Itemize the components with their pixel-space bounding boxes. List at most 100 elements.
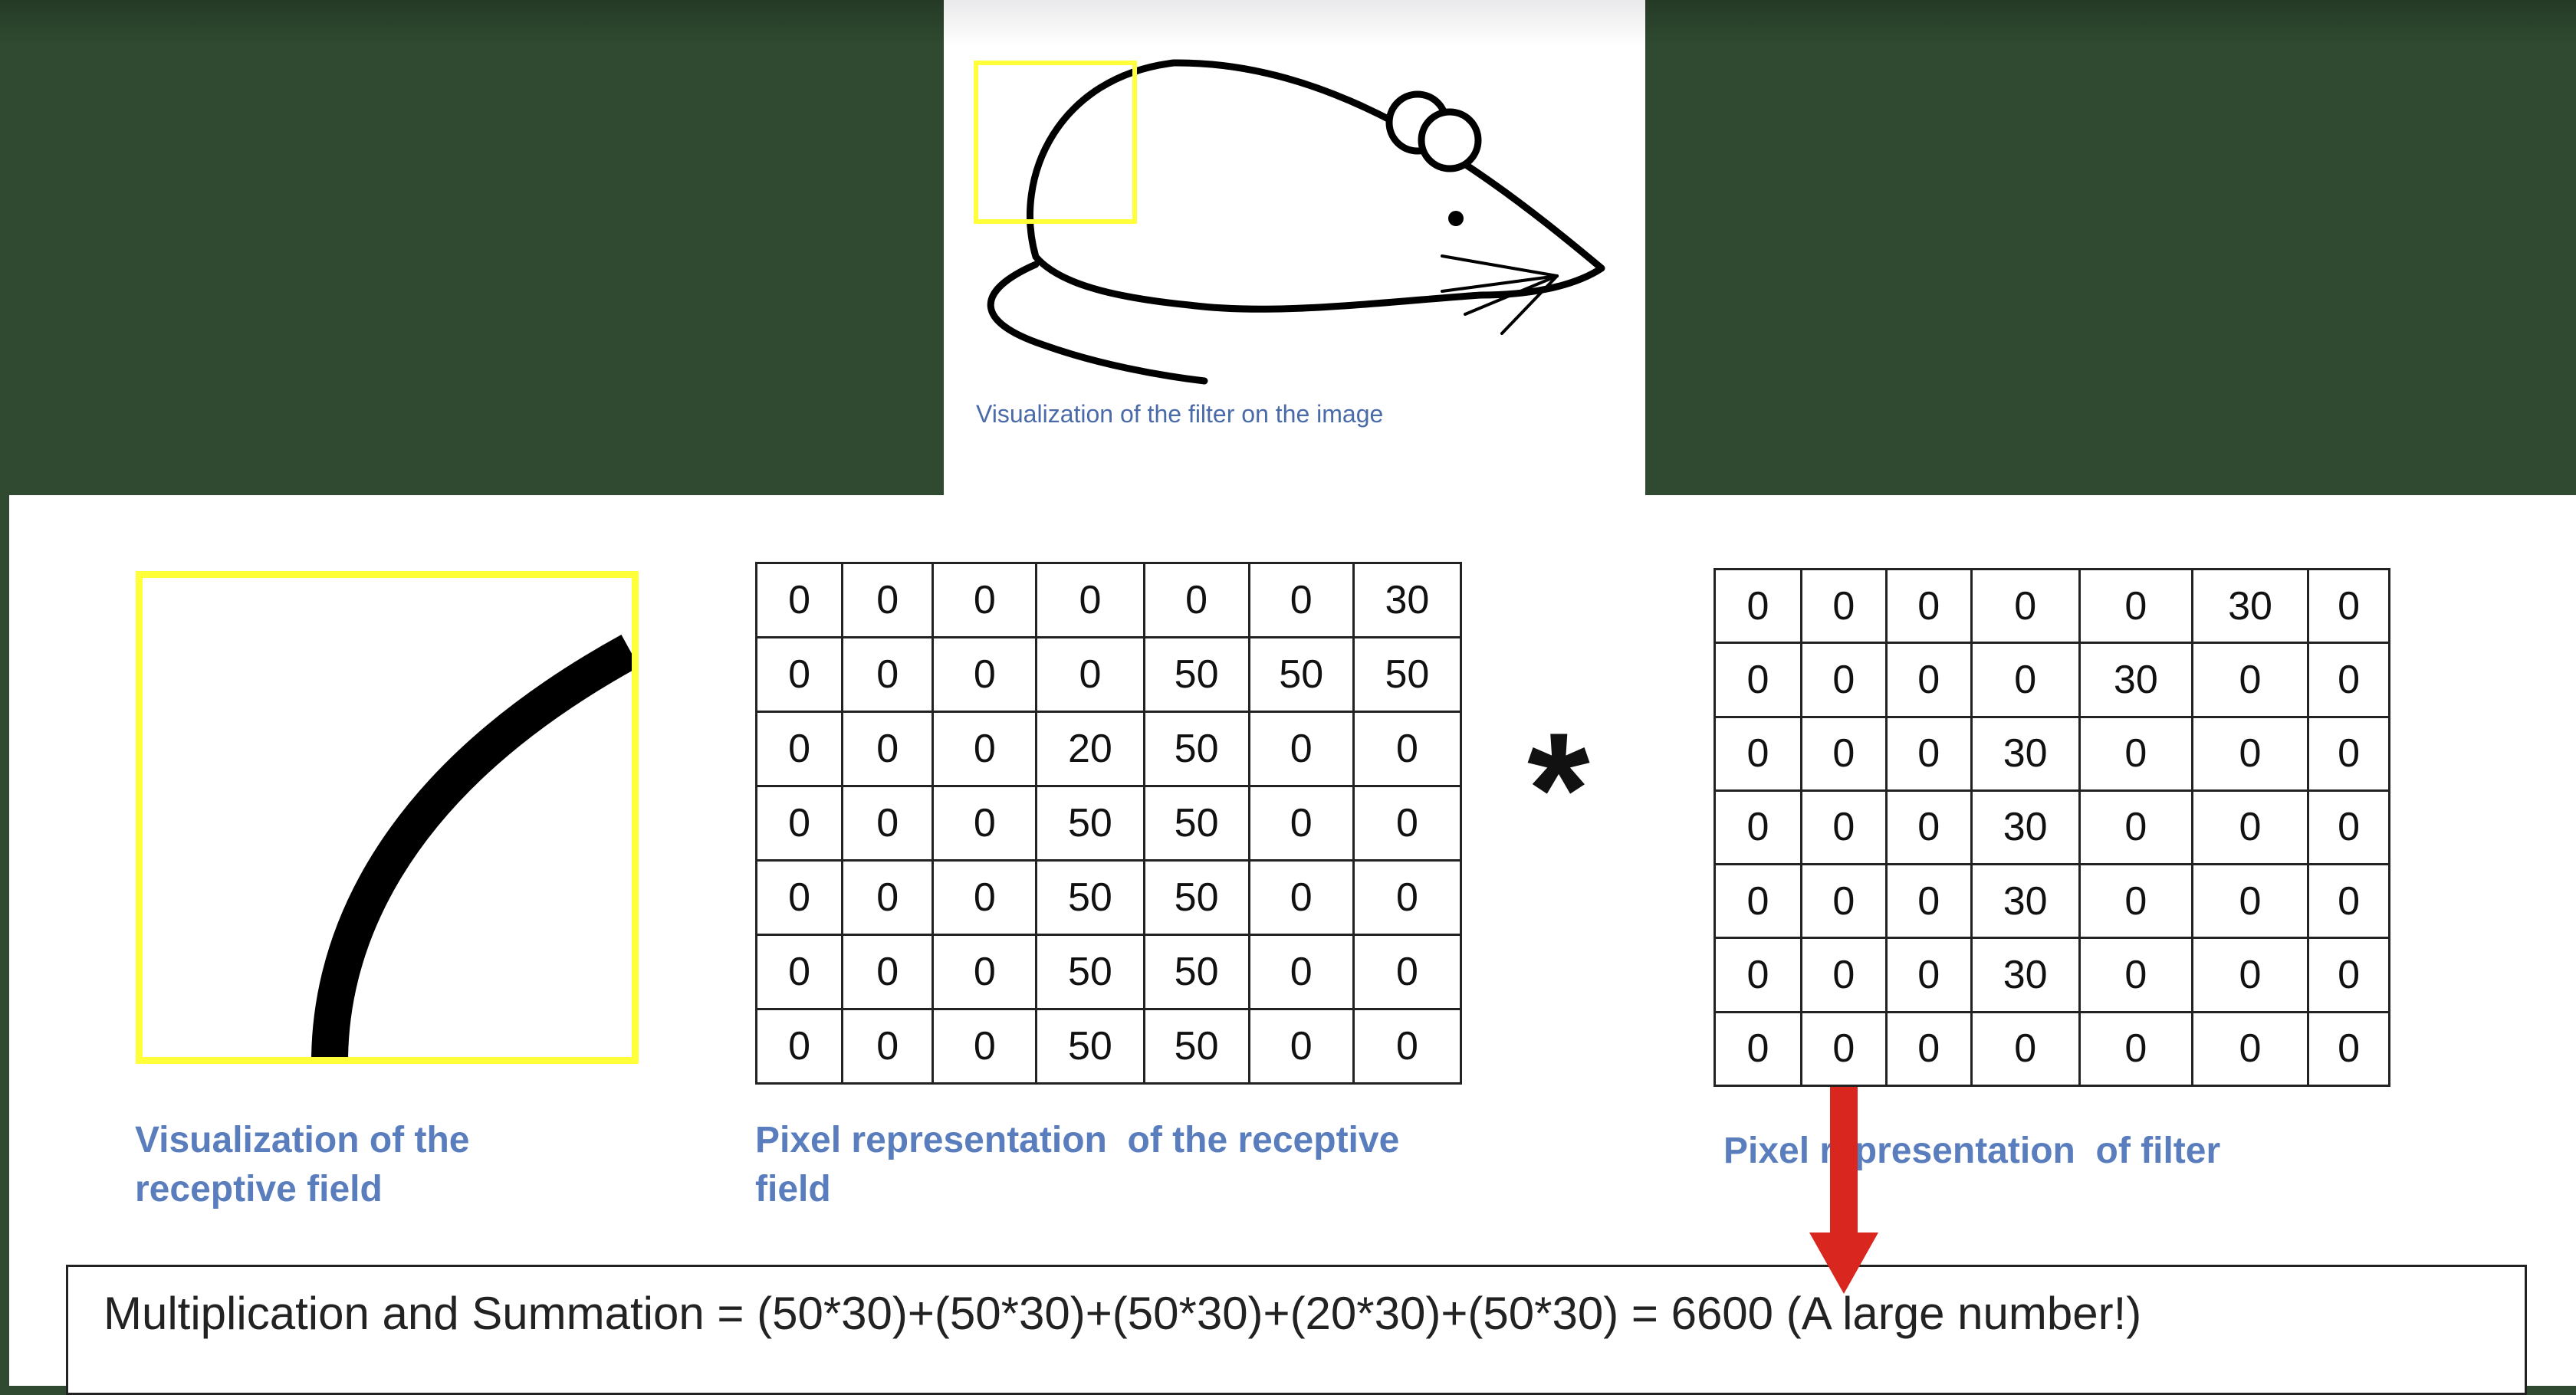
grid-cell: 0 — [2190, 642, 2310, 718]
pixel-receptive-grid: 0 0 0 0 0 0 30 0 0 0 0 50 50 50 0 0 0 20 50 0 0 0 0 0 50 50 0 0 0 0 0 5… — [754, 562, 1463, 1085]
mouse-whiskers — [1441, 254, 1559, 335]
grid-cell: 50 — [1035, 934, 1145, 1010]
grid-cell: 30 — [1970, 863, 2081, 940]
grid-cell: 0 — [1884, 937, 1973, 1013]
grid-cell: 0 — [1884, 863, 1973, 940]
grid-cell: 0 — [2307, 642, 2390, 718]
grid-cell: 0 — [1714, 567, 1802, 645]
grid-cell: 0 — [2078, 863, 2193, 940]
grid-cell: 0 — [754, 1008, 844, 1085]
grid-cell: 0 — [1247, 711, 1355, 787]
grid-cell: 0 — [2190, 789, 2310, 866]
grid-row: 0 0 0 0 50 50 50 — [754, 636, 1463, 713]
grid-cell: 0 — [932, 785, 1038, 862]
grid-cell: 0 — [2307, 789, 2390, 866]
receptive-field-box — [136, 571, 639, 1064]
grid-cell: 50 — [1142, 859, 1250, 936]
pixel-receptive-caption: Pixel representation of the receptive fi… — [755, 1120, 1400, 1210]
grid-cell: 0 — [1142, 562, 1250, 638]
grid-cell: 0 — [1884, 1010, 1973, 1088]
grid-cell: 0 — [1352, 711, 1463, 787]
grid-row: 0 0 0 30 0 0 0 — [1714, 789, 2390, 866]
convolution-operator: * — [1527, 699, 1590, 879]
grid-cell: 0 — [1247, 934, 1355, 1010]
filter-highlight-box — [974, 61, 1137, 224]
grid-cell: 0 — [754, 562, 844, 638]
grid-cell: 0 — [932, 562, 1038, 638]
grid-cell: 50 — [1142, 785, 1250, 862]
grid-cell: 0 — [2190, 1010, 2310, 1088]
grid-row: 0 0 0 30 0 0 0 — [1714, 715, 2390, 792]
grid-cell: 0 — [2307, 1010, 2390, 1088]
grid-cell: 0 — [1884, 789, 1973, 866]
grid-cell: 50 — [1142, 934, 1250, 1010]
grid-cell: 0 — [1884, 567, 1973, 645]
grid-cell: 0 — [2307, 937, 2390, 1013]
grid-cell: 0 — [841, 711, 935, 787]
grid-cell: 0 — [2307, 863, 2390, 940]
grid-row: 0 0 0 0 0 30 0 — [1714, 567, 2390, 645]
grid-cell: 0 — [841, 562, 935, 638]
grid-cell: 50 — [1142, 711, 1250, 787]
grid-row: 0 0 0 0 30 0 0 — [1714, 642, 2390, 718]
grid-cell: 0 — [1714, 863, 1802, 940]
grid-cell: 0 — [1247, 859, 1355, 936]
grid-cell: 0 — [1247, 562, 1355, 638]
grid-cell: 0 — [1884, 642, 1973, 718]
grid-cell: 30 — [1970, 789, 2081, 866]
grid-cell: 0 — [2190, 937, 2310, 1013]
grid-cell: 0 — [1714, 642, 1802, 718]
grid-cell: 0 — [2190, 715, 2310, 792]
grid-row: 0 0 0 50 50 0 0 — [754, 1008, 1463, 1085]
grid-cell: 0 — [1352, 934, 1463, 1010]
grid-cell: 30 — [1970, 715, 2081, 792]
grid-cell: 0 — [841, 1008, 935, 1085]
grid-cell: 0 — [1970, 642, 2081, 718]
grid-cell: 50 — [1142, 636, 1250, 713]
down-arrow-icon — [1809, 1087, 1878, 1294]
grid-cell: 0 — [841, 636, 935, 713]
grid-cell: 0 — [1884, 715, 1973, 792]
pixel-filter-caption: Pixel representation of filter — [1723, 1131, 2221, 1171]
grid-cell: 0 — [1970, 567, 2081, 645]
grid-cell: 0 — [1714, 789, 1802, 866]
grid-cell: 0 — [1799, 863, 1888, 940]
grid-cell: 0 — [1352, 785, 1463, 862]
grid-cell: 50 — [1035, 859, 1145, 936]
grid-cell: 30 — [2190, 567, 2310, 645]
grid-row: 0 0 0 50 50 0 0 — [754, 785, 1463, 862]
mouse-drawing — [974, 59, 1605, 385]
grid-cell: 0 — [1035, 562, 1145, 638]
grid-cell: 0 — [932, 1008, 1038, 1085]
receptive-field-curve — [311, 634, 632, 1057]
mouse-eye — [1448, 211, 1464, 226]
formula-box: Multiplication and Summation = (50*30)+(… — [66, 1265, 2527, 1395]
grid-cell: 0 — [841, 934, 935, 1010]
grid-row: 0 0 0 20 50 0 0 — [754, 711, 1463, 787]
grid-cell: 0 — [2307, 567, 2390, 645]
mouse-caption: Visualization of the filter on the image — [976, 400, 1384, 428]
grid-cell: 0 — [1247, 785, 1355, 862]
grid-cell: 50 — [1035, 785, 1145, 862]
grid-cell: 0 — [1035, 636, 1145, 713]
grid-cell: 0 — [754, 859, 844, 936]
grid-cell: 0 — [1799, 1010, 1888, 1088]
grid-cell: 0 — [1247, 1008, 1355, 1085]
grid-row: 0 0 0 30 0 0 0 — [1714, 937, 2390, 1013]
receptive-field-caption: Visualization of the receptive field — [135, 1120, 470, 1210]
grid-cell: 0 — [1799, 937, 1888, 1013]
grid-cell: 0 — [754, 785, 844, 862]
grid-cell: 0 — [2078, 567, 2193, 645]
grid-cell: 50 — [1247, 636, 1355, 713]
grid-cell: 0 — [754, 934, 844, 1010]
grid-row: 0 0 0 0 0 0 30 — [754, 562, 1463, 638]
formula-text: Multiplication and Summation = (50*30)+(… — [104, 1288, 2142, 1339]
mouse-ear-front — [1418, 108, 1482, 172]
grid-cell: 0 — [1714, 715, 1802, 792]
mouse-tail — [987, 261, 1208, 385]
grid-cell: 0 — [1352, 1008, 1463, 1085]
grid-cell: 50 — [1142, 1008, 1250, 1085]
grid-cell: 0 — [932, 859, 1038, 936]
mouse-body-outline — [1027, 59, 1605, 313]
